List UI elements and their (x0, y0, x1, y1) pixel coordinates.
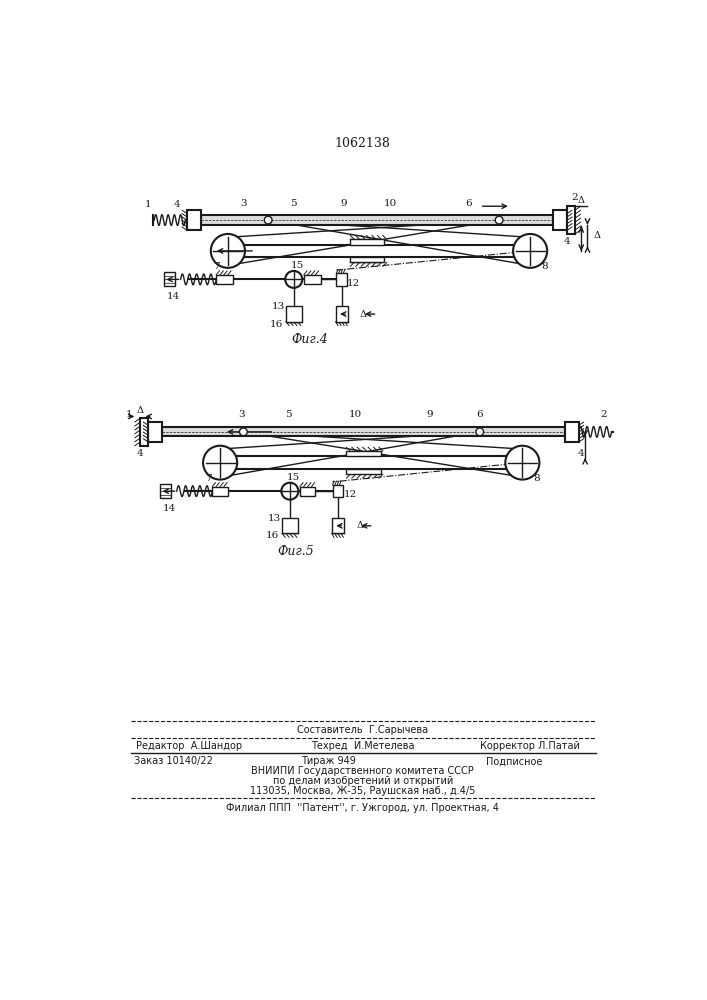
Bar (351, 257, 385, 262)
Bar (554, 210, 567, 230)
Bar (164, 272, 175, 286)
Bar (332, 518, 344, 533)
Bar (332, 485, 344, 497)
Text: 15: 15 (287, 473, 300, 482)
Bar (346, 469, 380, 474)
Text: 14: 14 (163, 504, 176, 513)
Text: 7: 7 (205, 474, 212, 483)
Circle shape (240, 428, 247, 436)
Text: 8: 8 (541, 262, 547, 271)
Bar (567, 206, 575, 234)
Bar (300, 487, 315, 496)
Text: 14: 14 (167, 292, 180, 301)
Text: Δ: Δ (593, 231, 600, 240)
Text: 1062138: 1062138 (335, 137, 391, 150)
Text: Корректор Л.Патай: Корректор Л.Патай (480, 741, 580, 751)
Bar (351, 239, 385, 245)
Text: 9: 9 (341, 199, 347, 208)
Text: 12: 12 (347, 279, 360, 288)
Text: 16: 16 (267, 531, 279, 540)
Text: 4: 4 (174, 200, 181, 209)
Text: Фиг.4: Фиг.4 (291, 333, 327, 346)
Text: 8: 8 (533, 474, 539, 483)
Text: 2: 2 (572, 192, 578, 202)
Text: 5: 5 (285, 410, 292, 419)
Text: Δ: Δ (360, 310, 367, 319)
Circle shape (264, 216, 272, 224)
Bar (282, 518, 298, 533)
Text: 10: 10 (349, 410, 363, 419)
Bar (148, 422, 162, 442)
Text: Δ: Δ (136, 406, 144, 415)
Text: Фиг.5: Фиг.5 (278, 545, 315, 558)
Bar (160, 484, 171, 498)
Text: Редактор  А.Шандор: Редактор А.Шандор (136, 741, 243, 751)
Text: 5: 5 (291, 199, 297, 208)
Circle shape (495, 216, 503, 224)
Circle shape (211, 234, 245, 268)
Text: 1: 1 (145, 200, 151, 209)
Text: 13: 13 (271, 302, 285, 311)
Text: 13: 13 (268, 514, 281, 523)
Text: 6: 6 (477, 410, 483, 419)
Bar (286, 306, 301, 322)
Bar (565, 422, 579, 442)
Text: 3: 3 (240, 199, 247, 208)
Text: Составитель  Г.Сарычева: Составитель Г.Сарычева (297, 725, 428, 735)
Circle shape (476, 428, 484, 436)
Bar (162, 427, 565, 436)
Circle shape (506, 446, 539, 480)
Text: Техред  И.Метелева: Техред И.Метелева (311, 741, 414, 751)
Text: 1: 1 (126, 410, 133, 419)
Text: Тираж 949: Тираж 949 (301, 756, 356, 766)
Text: 10: 10 (384, 199, 397, 208)
Text: 3: 3 (238, 410, 245, 419)
Text: Филиал ППП  ''Патент'', г. Ужгород, ул. Проектная, 4: Филиал ППП ''Патент'', г. Ужгород, ул. П… (226, 803, 499, 813)
Text: 2: 2 (600, 410, 607, 419)
Circle shape (203, 446, 237, 480)
Text: 7: 7 (213, 262, 220, 271)
Bar (216, 275, 233, 284)
Text: 16: 16 (270, 320, 284, 329)
Text: 4: 4 (137, 449, 144, 458)
Bar (187, 210, 201, 230)
Text: 4: 4 (577, 449, 584, 458)
Circle shape (285, 271, 303, 288)
Bar (140, 418, 148, 446)
Bar (212, 487, 228, 496)
Circle shape (513, 234, 547, 268)
Bar (304, 275, 321, 284)
Bar (336, 306, 348, 322)
Text: Δ: Δ (356, 521, 363, 530)
Text: Заказ 10140/22: Заказ 10140/22 (134, 756, 213, 766)
Text: ВНИИПИ Государственного комитета СССР: ВНИИПИ Государственного комитета СССР (252, 766, 474, 776)
Text: по делам изобретений и открытий: по делам изобретений и открытий (273, 776, 453, 786)
Text: 12: 12 (344, 490, 357, 499)
Text: Δ: Δ (578, 196, 585, 205)
Text: 113035, Москва, Ж-35, Раушская наб., д.4/5: 113035, Москва, Ж-35, Раушская наб., д.4… (250, 786, 475, 796)
Text: Подписное: Подписное (486, 756, 543, 766)
Text: 9: 9 (426, 410, 433, 419)
Circle shape (281, 483, 298, 500)
Bar (337, 273, 347, 286)
Text: 6: 6 (464, 199, 472, 208)
Bar (346, 451, 380, 456)
Bar (201, 215, 554, 225)
Text: 4: 4 (564, 237, 571, 246)
Text: 15: 15 (291, 261, 304, 270)
